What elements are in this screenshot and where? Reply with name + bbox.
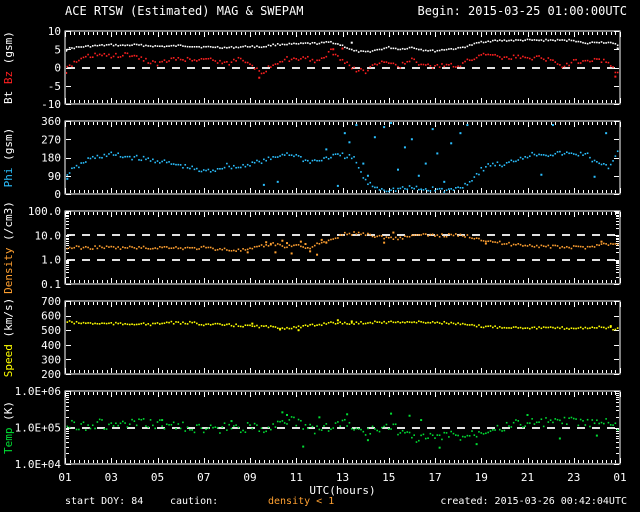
svg-text:17: 17 (428, 471, 441, 484)
svg-text:100.0: 100.0 (28, 205, 61, 218)
svg-text:-10: -10 (41, 98, 61, 111)
svg-text:270: 270 (41, 133, 61, 146)
svg-text:01: 01 (613, 471, 626, 484)
svg-text:600: 600 (41, 310, 61, 323)
panel-density: 100.0 10.0 1.0 0.1 Density (/cm3) (2, 201, 621, 294)
svg-text:05: 05 (151, 471, 164, 484)
svg-text:180: 180 (41, 152, 61, 165)
svg-text:-5: -5 (48, 80, 61, 93)
begin-timestamp: Begin: 2015-03-25 01:00:00UTC (417, 4, 627, 18)
svg-text:500: 500 (41, 324, 61, 337)
svg-text:19: 19 (475, 471, 488, 484)
svg-text:07: 07 (197, 471, 210, 484)
footer-start-doy: start DOY: 84 (65, 496, 144, 507)
svg-text:11: 11 (290, 471, 303, 484)
svg-text:300: 300 (41, 353, 61, 366)
ylabel-speed: Speed (km/s) (2, 298, 15, 378)
panel-phi: 360 270 180 90 0 Phi (gsm) (2, 115, 621, 201)
svg-text:200: 200 (41, 368, 61, 381)
footer-density-warning: density < 1 (268, 496, 335, 507)
ylabel-phi: Phi (gsm) (2, 128, 15, 188)
panel-mag: 10 5 0 -5 -10 Bt Bz (gsm) (2, 25, 621, 111)
svg-text:400: 400 (41, 339, 61, 352)
svg-text:21: 21 (521, 471, 534, 484)
ylabel-density: Density (/cm3) (2, 201, 15, 294)
svg-text:13: 13 (336, 471, 349, 484)
footer-caution-label: caution: (170, 496, 219, 507)
ylabel-mag: Bt Bz (gsm) (2, 31, 15, 104)
svg-text:5: 5 (54, 43, 61, 56)
svg-text:700: 700 (41, 295, 61, 308)
svg-text:1.0E+06: 1.0E+06 (15, 385, 61, 398)
svg-text:1.0: 1.0 (41, 254, 61, 267)
svg-text:03: 03 (105, 471, 118, 484)
ylabel-temp: Temp (K) (2, 401, 15, 454)
svg-text:09: 09 (243, 471, 256, 484)
svg-text:15: 15 (382, 471, 395, 484)
svg-text:360: 360 (41, 115, 61, 128)
svg-text:10.0: 10.0 (35, 229, 62, 242)
svg-text:01: 01 (58, 471, 71, 484)
plot-title: ACE RTSW (Estimated) MAG & SWEPAM (65, 4, 304, 18)
svg-text:10: 10 (48, 25, 61, 38)
svg-text:23: 23 (567, 471, 580, 484)
svg-text:90: 90 (48, 170, 61, 183)
footer-created-timestamp: created: 2015-03-26 00:42:04UTC (440, 496, 627, 507)
svg-text:1.0E+05: 1.0E+05 (15, 422, 61, 435)
svg-text:0: 0 (54, 188, 61, 201)
svg-text:0: 0 (54, 62, 61, 75)
svg-text:0.1: 0.1 (41, 278, 61, 291)
x-axis-title: UTC(hours) (309, 484, 376, 497)
svg-text:1.0E+04: 1.0E+04 (15, 458, 62, 471)
